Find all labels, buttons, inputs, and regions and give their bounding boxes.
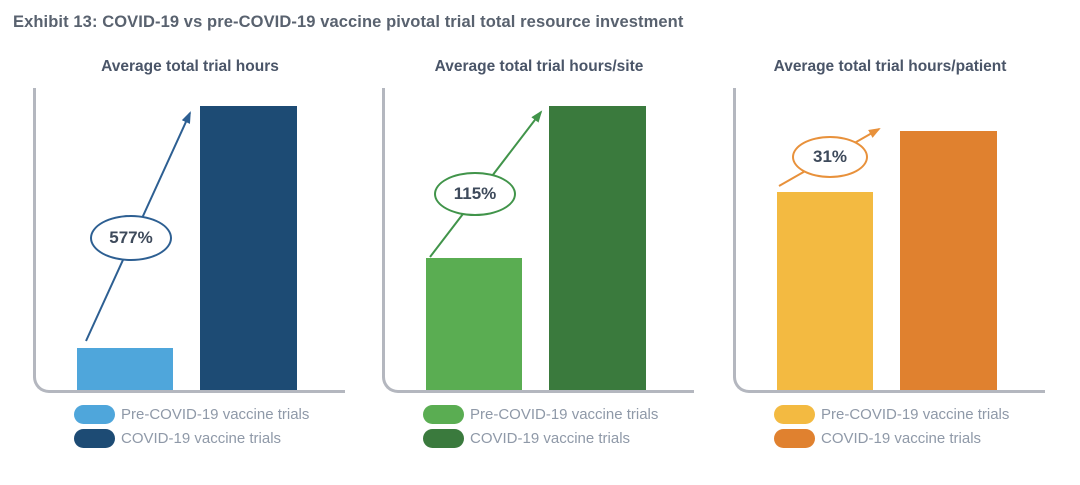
legend-row-covid: COVID-19 vaccine trials xyxy=(423,429,658,448)
plot-area: 31% xyxy=(733,88,1045,393)
growth-annotation-bubble: 115% xyxy=(434,172,516,216)
bar-covid xyxy=(200,106,297,390)
growth-annotation-label: 31% xyxy=(812,147,848,166)
legend: Pre-COVID-19 vaccine trials COVID-19 vac… xyxy=(774,405,1009,448)
chart-panel-hours-per-patient: Average total trial hours/patient 31% Pr… xyxy=(733,0,1047,485)
legend-label-covid: COVID-19 vaccine trials xyxy=(470,430,631,447)
bar-covid xyxy=(900,131,997,390)
bar-pre-covid xyxy=(426,258,522,390)
panel-title: Average total trial hours/site xyxy=(434,58,644,75)
legend-label-pre-covid: Pre-COVID-19 vaccine trials xyxy=(121,406,310,423)
legend-label-covid: COVID-19 vaccine trials xyxy=(121,430,282,447)
exhibit-title: Exhibit 13: COVID-19 vs pre-COVID-19 vac… xyxy=(13,13,684,31)
plot-area: 115% xyxy=(382,88,694,393)
chart-panel-total-hours: Average total trial hours 577% Pre-COVID… xyxy=(33,0,347,485)
growth-annotation-bubble: 577% xyxy=(90,215,172,261)
legend-swatch-covid xyxy=(423,429,464,448)
legend: Pre-COVID-19 vaccine trials COVID-19 vac… xyxy=(74,405,309,448)
legend-row-covid: COVID-19 vaccine trials xyxy=(74,429,309,448)
panel-title: Average total trial hours/patient xyxy=(773,58,1007,75)
chart-panel-hours-per-site: Average total trial hours/site 115% Pre-… xyxy=(382,0,696,485)
bar-pre-covid xyxy=(77,348,173,390)
legend-label-covid: COVID-19 vaccine trials xyxy=(821,430,982,447)
growth-annotation-label: 577% xyxy=(109,228,153,247)
bar-covid xyxy=(549,106,646,390)
legend: Pre-COVID-19 vaccine trials COVID-19 vac… xyxy=(423,405,658,448)
legend-swatch-covid xyxy=(774,429,815,448)
legend-swatch-pre-covid xyxy=(74,405,115,424)
legend-swatch-pre-covid xyxy=(423,405,464,424)
legend-swatch-covid xyxy=(74,429,115,448)
growth-annotation-bubble: 31% xyxy=(792,136,868,178)
legend-row-covid: COVID-19 vaccine trials xyxy=(774,429,1009,448)
bar-pre-covid xyxy=(777,192,873,390)
legend-row-pre-covid: Pre-COVID-19 vaccine trials xyxy=(74,405,309,424)
growth-arrow xyxy=(85,111,191,342)
legend-swatch-pre-covid xyxy=(774,405,815,424)
growth-annotation-label: 115% xyxy=(453,184,497,203)
legend-row-pre-covid: Pre-COVID-19 vaccine trials xyxy=(423,405,658,424)
legend-label-pre-covid: Pre-COVID-19 vaccine trials xyxy=(470,406,659,423)
plot-area: 577% xyxy=(33,88,345,393)
legend-label-pre-covid: Pre-COVID-19 vaccine trials xyxy=(821,406,1010,423)
panel-title: Average total trial hours xyxy=(101,58,279,75)
legend-row-pre-covid: Pre-COVID-19 vaccine trials xyxy=(774,405,1009,424)
